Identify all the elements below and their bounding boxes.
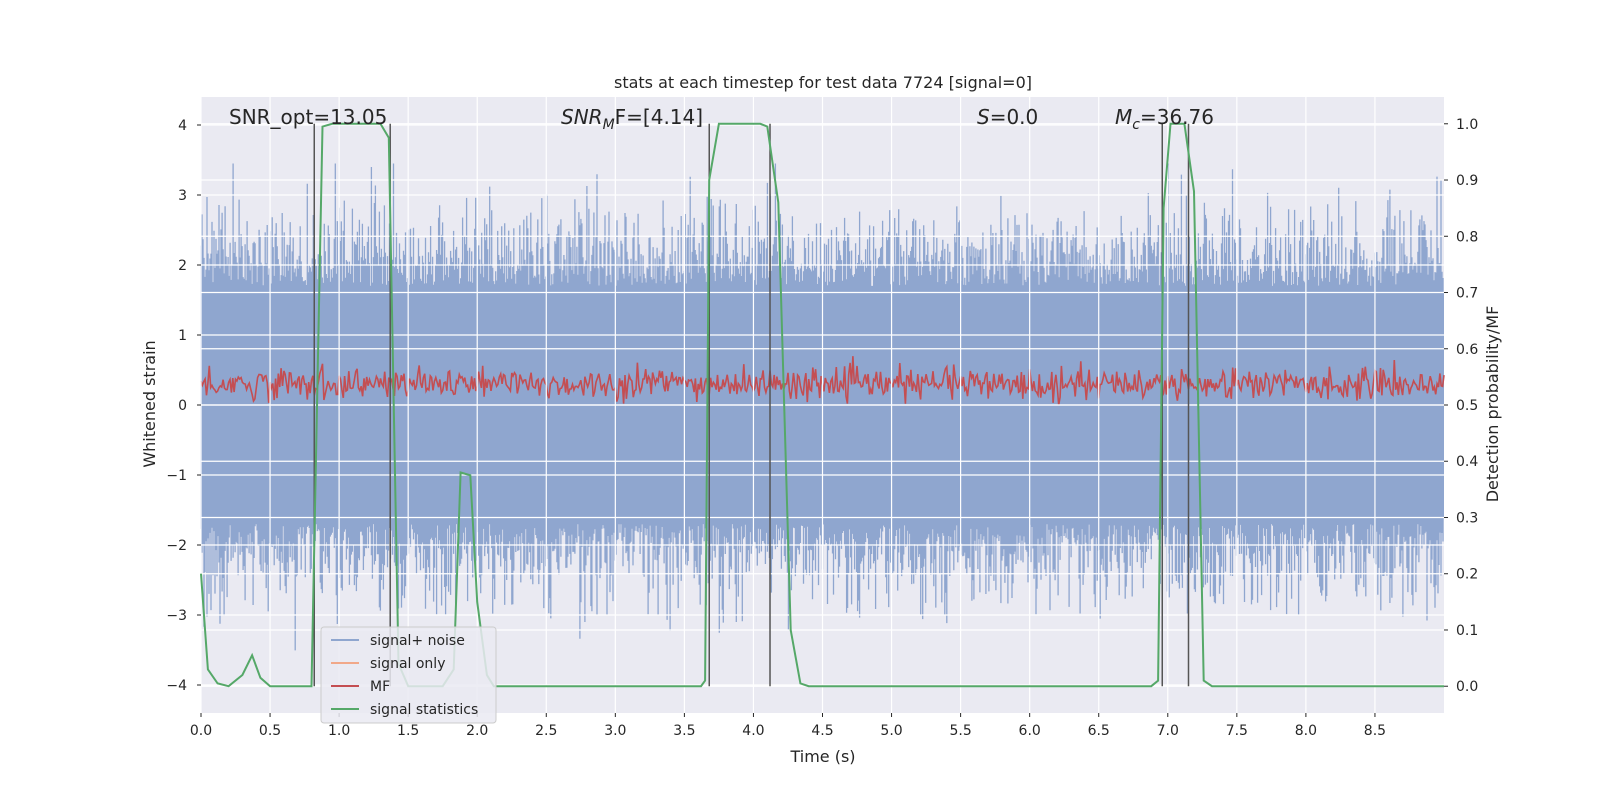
y2-axis-label: Detection probability/MF: [1483, 306, 1502, 503]
y-tick-label-7: −3: [166, 608, 187, 624]
y2-tick-label-3: 0.7: [1456, 286, 1478, 302]
annotation-mc-sub: c: [1132, 117, 1140, 133]
x-tick-label-3: 1.5: [397, 723, 419, 739]
annotation-snr-mf: SNRMF=[4.14]: [561, 105, 703, 133]
y-tick-label-1: 3: [178, 188, 187, 204]
annotation-snr-opt: SNR_opt=13.05: [229, 105, 387, 129]
y-tick-label-6: −2: [166, 538, 187, 554]
y2-tick-label-4: 0.6: [1456, 342, 1478, 358]
x-tick-label-11: 5.5: [949, 723, 971, 739]
legend-label-signal-only: signal only: [370, 656, 445, 672]
annotation-snr-mf-sub: M: [603, 117, 615, 133]
x-tick-label-2: 1.0: [328, 723, 350, 739]
x-tick-label-4: 2.0: [466, 723, 488, 739]
x-tick-label-9: 4.5: [811, 723, 833, 739]
y2-tick-label-8: 0.2: [1456, 567, 1478, 583]
chart-title: stats at each timestep for test data 772…: [614, 73, 1032, 92]
x-axis-label: Time (s): [789, 747, 855, 766]
x-tick-label-13: 6.5: [1088, 723, 1110, 739]
x-tick-label-16: 8.0: [1295, 723, 1317, 739]
x-tick-label-1: 0.5: [259, 723, 281, 739]
y2-tick-label-0: 1.0: [1456, 117, 1478, 133]
y-tick-label-0: 4: [178, 118, 187, 134]
x-tick-label-10: 5.0: [880, 723, 902, 739]
legend-label-mf: MF: [370, 679, 390, 695]
y-tick-label-5: −1: [166, 468, 187, 484]
axis-ticks: 0.0 0.5 1.0 1.5 2.0 2.5 3.0 3.5 4.0 4.5 5.0 5.5 6.0 6…: [166, 117, 1478, 739]
x-tick-label-7: 3.5: [673, 723, 695, 739]
annotation-mc-rest: =36.76: [1140, 105, 1214, 129]
x-tick-label-8: 4.0: [742, 723, 764, 739]
annotation-s-var: S: [977, 105, 990, 129]
annotation-s-rest: =0.0: [990, 105, 1039, 129]
x-tick-label-5: 2.5: [535, 723, 557, 739]
annotation-snr-mf-main: SNR: [561, 105, 603, 129]
legend-label-signal-noise: signal+ noise: [370, 633, 465, 649]
y2-tick-label-2: 0.8: [1456, 229, 1478, 245]
x-tick-label-17: 8.5: [1364, 723, 1386, 739]
annotation-mc: Mc=36.76: [1115, 105, 1214, 133]
y2-tick-label-10: 0.0: [1456, 679, 1478, 695]
y-axis-label: Whitened strain: [140, 340, 159, 467]
x-tick-label-6: 3.0: [604, 723, 626, 739]
annotation-s: S=0.0: [977, 105, 1038, 129]
annotation-snr-mf-rest: F=[4.14]: [615, 105, 703, 129]
x-tick-label-15: 7.5: [1226, 723, 1248, 739]
legend-label-signal-statistics: signal statistics: [370, 702, 478, 718]
y2-tick-label-7: 0.3: [1456, 510, 1478, 526]
y2-tick-label-5: 0.5: [1456, 398, 1478, 414]
y2-tick-label-6: 0.4: [1456, 454, 1478, 470]
legend: signal+ noise signal only MF signal stat…: [320, 626, 497, 724]
annotation-mc-var: M: [1115, 105, 1132, 129]
x-tick-label-0: 0.0: [190, 723, 212, 739]
y-tick-label-3: 1: [178, 328, 187, 344]
x-tick-label-12: 6.0: [1019, 723, 1041, 739]
y2-tick-label-1: 0.9: [1456, 173, 1478, 189]
x-tick-label-14: 7.0: [1157, 723, 1179, 739]
y-tick-label-2: 2: [178, 258, 187, 274]
y-tick-label-8: −4: [166, 678, 187, 694]
y2-tick-label-9: 0.1: [1456, 623, 1478, 639]
grid: [200, 97, 1444, 713]
y-tick-label-4: 0: [178, 398, 187, 414]
